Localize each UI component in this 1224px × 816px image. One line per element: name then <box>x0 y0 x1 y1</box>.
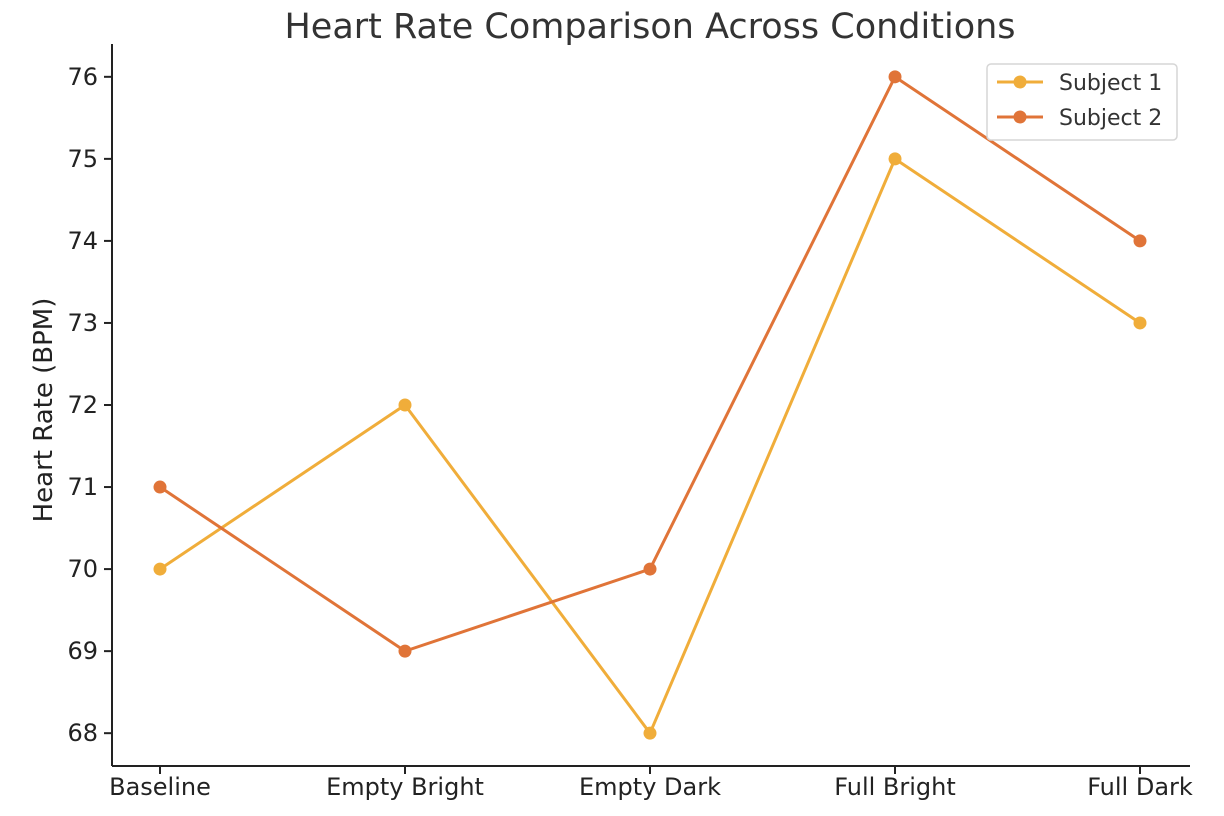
series-2 <box>153 70 1147 658</box>
data-point <box>398 644 412 658</box>
data-point <box>888 70 902 84</box>
data-point <box>153 562 167 576</box>
data-point <box>153 480 167 494</box>
legend-label: Subject 2 <box>1059 106 1162 131</box>
axes: 68 69 70 71 72 73 74 75 76 Baseline Empty Bright Em… <box>67 44 1193 801</box>
y-tick-label: 71 <box>67 473 98 501</box>
y-tick-label: 72 <box>67 391 98 419</box>
y-tick-label: 70 <box>67 555 98 583</box>
x-tick-label: Full Dark <box>1087 773 1193 801</box>
data-point <box>1133 234 1147 248</box>
data-point <box>643 726 657 740</box>
data-point <box>398 398 412 412</box>
x-tick-label: Empty Bright <box>326 773 484 801</box>
legend-marker <box>1013 75 1027 89</box>
series-layer <box>153 70 1147 740</box>
y-tick-label: 75 <box>67 145 98 173</box>
legend-label: Subject 1 <box>1059 71 1162 96</box>
data-point <box>888 152 902 166</box>
y-tick-label: 68 <box>67 719 98 747</box>
legend: Subject 1 Subject 2 <box>986 63 1178 141</box>
legend-marker <box>1013 110 1027 124</box>
data-point <box>1133 316 1147 330</box>
series-1 <box>153 152 1147 740</box>
x-tick-label: Baseline <box>109 773 211 801</box>
x-tick-label: Empty Dark <box>579 773 721 801</box>
x-tick-label: Full Bright <box>834 773 956 801</box>
y-tick-label: 69 <box>67 637 98 665</box>
y-tick-label: 73 <box>67 309 98 337</box>
y-axis-label: Heart Rate (BPM) <box>29 298 59 523</box>
series-line <box>159 157 1141 735</box>
data-point <box>643 562 657 576</box>
chart-title: Heart Rate Comparison Across Conditions <box>284 7 1015 47</box>
y-tick-label: 76 <box>67 63 98 91</box>
y-tick-label: 74 <box>67 227 98 255</box>
